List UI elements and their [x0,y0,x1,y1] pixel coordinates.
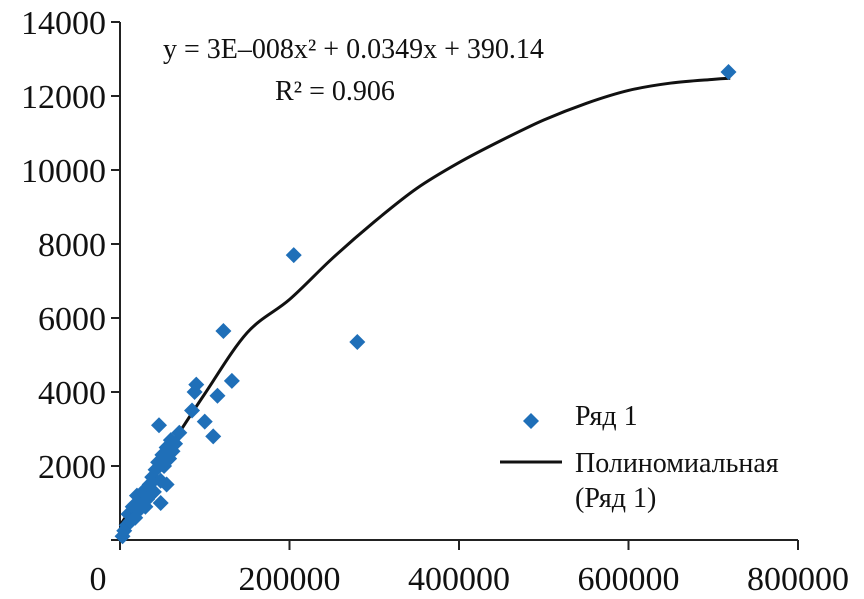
data-point [285,247,302,264]
data-point [158,476,175,493]
y-tick-label: 8000 [38,227,106,264]
data-point [184,402,201,419]
r-squared-annotation: R² = 0.906 [275,76,395,107]
legend-scatter-marker [523,413,539,429]
x-tick-label: 400000 [408,561,510,598]
data-point [215,322,232,339]
data-point [205,428,222,445]
legend: Ряд 1 Полиномиальная (Ряд 1) [500,401,779,514]
legend-label-trendline-2: (Ряд 1) [575,483,656,514]
data-point [150,417,167,434]
y-tick-label: 4000 [38,375,106,412]
y-tick-label: 2000 [38,449,106,486]
data-point [152,495,169,511]
legend-label-scatter: Ряд 1 [575,401,638,432]
y-tick-label: 12000 [21,79,106,116]
y-tick-label: 10000 [21,153,106,190]
y-tick-label: 14000 [21,5,106,42]
data-point [223,372,240,389]
legend-label-trendline-1: Полиномиальная [575,448,779,479]
data-point [171,424,188,441]
points-layer [114,63,737,545]
data-point [196,413,213,430]
data-point [349,334,366,351]
data-point [188,376,205,393]
data-point [720,63,737,80]
x-tick-label: 0 [90,561,107,598]
data-point [145,483,162,500]
ticks: 0 200000 400000 600000 800000 2000 4000 6000 800… [21,5,849,598]
equation-annotation: y = 3E–008x² + 0.0349x + 390.14 [163,34,544,65]
data-point [209,387,226,404]
x-tick-label: 600000 [578,561,680,598]
x-tick-label: 800000 [747,561,849,598]
x-tick-label: 200000 [239,561,341,598]
y-tick-label: 6000 [38,301,106,338]
